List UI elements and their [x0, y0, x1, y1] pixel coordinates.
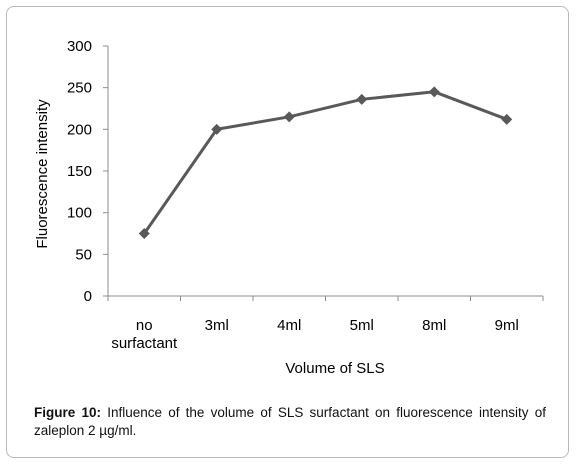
data-point: [428, 86, 440, 98]
x-tick-label: 3ml: [205, 317, 229, 334]
y-tick-label: 0: [84, 288, 92, 305]
y-tick-label: 300: [67, 38, 92, 55]
x-axis-title: Volume of SLS: [285, 360, 384, 377]
data-point: [283, 111, 295, 123]
y-tick-label: 150: [67, 163, 92, 180]
series-line: [143, 90, 508, 235]
data-point: [211, 123, 223, 135]
x-tick-label: 8ml: [422, 317, 446, 334]
figure-caption-text: Influence of the volume of SLS surfactan…: [34, 405, 547, 438]
x-axis: no surfactant 3ml 4ml 5ml 8ml 9ml: [107, 295, 544, 352]
y-tick-label: 50: [75, 246, 92, 263]
y-axis: 0 50 100 150 200 250 300: [67, 38, 109, 305]
data-point: [138, 228, 150, 239]
x-tick-label: 5ml: [350, 317, 374, 334]
y-tick-label: 200: [67, 121, 92, 138]
figure-label: Figure 10:: [34, 405, 101, 420]
y-tick-label: 100: [67, 205, 92, 222]
data-point: [501, 113, 513, 125]
x-tick-label: no surfactant: [111, 317, 178, 352]
line-chart: 0 50 100 150 200 250 300 no surfactant 3ml 4ml 5ml…: [34, 38, 544, 377]
x-tick-label: 9ml: [495, 317, 519, 334]
x-tick-label: 4ml: [277, 317, 301, 334]
y-axis-title: Fluorescence intensity: [34, 99, 51, 249]
data-point: [356, 93, 368, 105]
figure-frame: [6, 6, 569, 458]
series-markers: [138, 86, 513, 239]
figure-caption: Figure 10: Influence of the volume of SL…: [34, 404, 546, 440]
y-tick-label: 250: [67, 80, 92, 97]
